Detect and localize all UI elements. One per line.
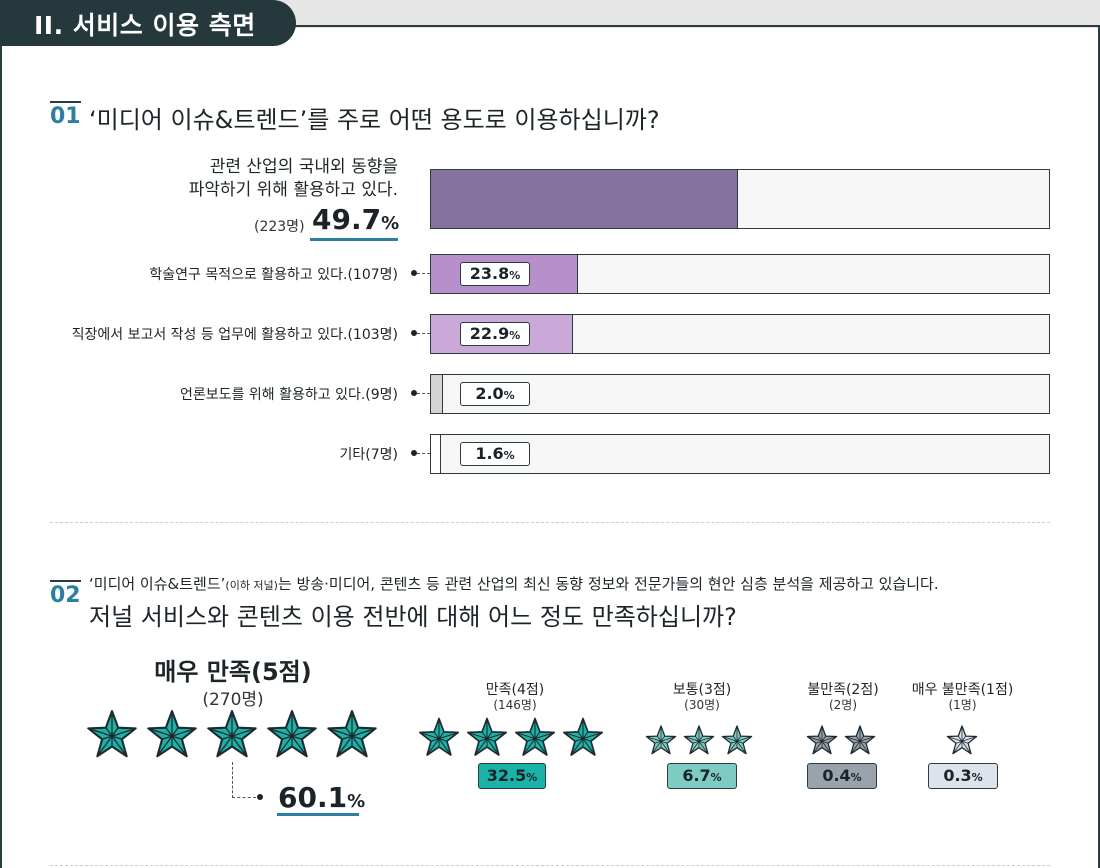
percent-box-2: 23.8% [460, 262, 530, 286]
bar-track-1 [430, 169, 1050, 229]
row-label-2: 학술연구 목적으로 활용하고 있다.(107명) [149, 267, 398, 283]
percent-unit: % [509, 329, 521, 342]
star-icon [327, 710, 377, 758]
leader-dot [411, 270, 417, 276]
star-icon [267, 710, 317, 758]
star-rating-3 [645, 724, 753, 756]
leader-dot [411, 330, 417, 336]
bar-fill-5 [431, 435, 441, 473]
leader-line-vertical [232, 762, 233, 798]
question-number-2: 02 [50, 580, 81, 608]
frame-border-left [0, 25, 2, 868]
percent-value: 22.9 [469, 324, 510, 343]
level-percent-3-value: 6.7 [682, 766, 711, 785]
star-rating-5 [86, 708, 378, 760]
row-label-3: 직장에서 보고서 작성 등 업무에 활용하고 있다.(103명) [71, 327, 398, 343]
star-icon [562, 717, 604, 756]
level-count-2: (2명) [828, 698, 858, 712]
star-icon [418, 717, 460, 756]
level-percent-2: 0.4% [807, 763, 877, 789]
level-title-2: 불만족(2점) [807, 682, 879, 698]
level-title-4: 만족(4점) [485, 682, 545, 698]
star-icon [683, 725, 715, 755]
percent-value: 1.6 [475, 444, 504, 463]
percent-unit: % [503, 389, 515, 402]
level-count-1: (1명) [948, 698, 977, 712]
bar-track-5 [430, 434, 1050, 474]
bar-fill-4 [431, 375, 444, 413]
star-icon [466, 717, 508, 756]
star-icon [844, 725, 876, 755]
bar-track-4 [430, 374, 1050, 414]
percent-value: 2.0 [475, 384, 504, 403]
level-count-4: (146명) [493, 698, 537, 712]
star-icon [806, 725, 838, 755]
level-count-5: (270명) [202, 690, 264, 710]
star-icon [147, 710, 197, 758]
top-answer-label-line2: 파악하기 위해 활용하고 있다. [188, 180, 398, 200]
frame-border-top [255, 25, 1100, 27]
star-icon [207, 710, 257, 758]
percent-box-3: 22.9% [460, 322, 530, 346]
leader-dot [257, 794, 263, 800]
percent-unit: % [503, 449, 515, 462]
row-label-4: 언론보도를 위해 활용하고 있다.(9명) [180, 387, 398, 403]
level-percent-1-value: 0.3 [943, 766, 972, 785]
section-divider [50, 522, 1050, 523]
level-percent-1: 0.3% [928, 763, 998, 789]
level-percent-5-value: 60.1 [278, 781, 348, 814]
section-title: II. 서비스 이용 측면 [0, 0, 296, 46]
level-percent-5-unit: % [347, 791, 366, 812]
percent-box-5: 1.6% [460, 442, 530, 466]
frame-border-right [1098, 25, 1100, 868]
top-answer-percent-value: 49.7 [312, 203, 382, 236]
percent-value: 23.8 [469, 264, 510, 283]
level-percent-5: 60.1% [278, 781, 365, 814]
star-icon [87, 710, 137, 758]
question-title-1: ‘미디어 이슈&트렌드’를 주로 어떤 용도로 이용하십니까? [89, 106, 660, 134]
top-answer-count: (223명) [254, 219, 305, 235]
percent-unit: % [509, 269, 521, 282]
level-title-5: 매우 만족(5점) [154, 658, 312, 686]
level-percent-3: 6.7% [667, 763, 737, 789]
bar-track-2 [430, 254, 1050, 294]
leader-dot [411, 390, 417, 396]
leader-line [232, 797, 256, 798]
star-icon [721, 725, 753, 755]
level-count-3: (30명) [684, 698, 720, 712]
question-intro-note: (이하 저널) [225, 579, 278, 592]
question-intro-2: ‘미디어 이슈&트렌드’(이하 저널)는 방송·미디어, 콘텐츠 등 관련 산업… [89, 573, 939, 594]
level-percent-2-unit: % [850, 771, 862, 784]
row-label-5: 기타(7명) [339, 447, 398, 463]
top-answer-underline [310, 238, 398, 241]
level-percent-3-unit: % [710, 771, 722, 784]
question-number-1: 01 [50, 101, 81, 129]
star-rating-2 [806, 724, 876, 756]
section-divider-bottom [50, 865, 1050, 866]
question-intro-a: ‘미디어 이슈&트렌드’ [89, 575, 226, 593]
star-icon [645, 725, 677, 755]
top-answer-label: 관련 산업의 국내외 동향을 파악하기 위해 활용하고 있다. [110, 156, 398, 202]
bar-fill-1 [431, 170, 739, 228]
top-answer-label-line1: 관련 산업의 국내외 동향을 [209, 157, 398, 177]
level-percent-4: 32.5% [478, 763, 546, 789]
level-percent-4-unit: % [526, 771, 538, 784]
star-icon [514, 717, 556, 756]
level-percent-4-value: 32.5 [486, 766, 527, 785]
top-answer-percent-unit: % [381, 213, 400, 234]
level-title-1: 매우 불만족(1점) [911, 682, 1014, 698]
question-title-2: 저널 서비스와 콘텐츠 이용 전반에 대해 어느 정도 만족하십니까? [89, 603, 737, 631]
question-intro-b: 는 방송·미디어, 콘텐츠 등 관련 산업의 최신 동향 정보와 전문가들의 현… [277, 575, 939, 593]
star-rating-1 [946, 724, 978, 756]
level-title-3: 보통(3점) [672, 682, 732, 698]
star-icon [946, 725, 978, 755]
level-percent-2-value: 0.4 [822, 766, 851, 785]
top-answer-percent: 49.7% [312, 203, 399, 236]
star-rating-4 [418, 716, 604, 758]
bar-track-3 [430, 314, 1050, 354]
leader-dot [411, 450, 417, 456]
level-percent-1-unit: % [971, 771, 983, 784]
percent-box-4: 2.0% [460, 382, 530, 406]
level-percent-5-underline [277, 813, 359, 816]
